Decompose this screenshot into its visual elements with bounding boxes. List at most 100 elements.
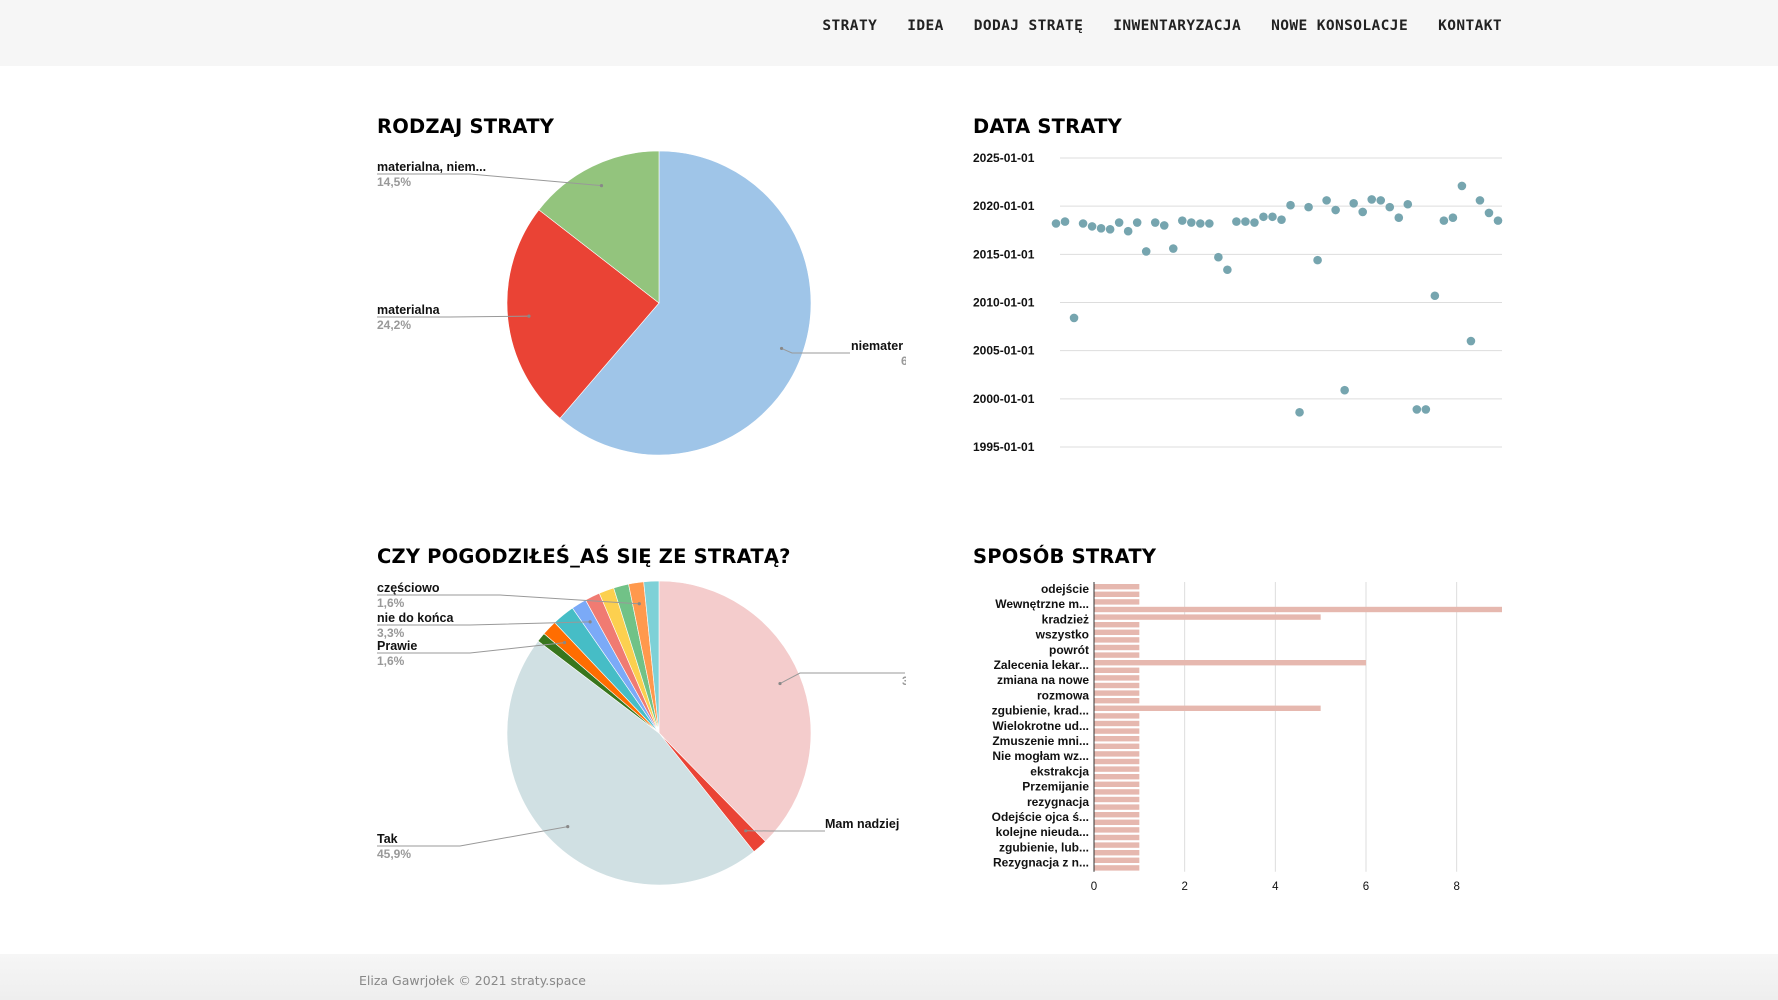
data-point-8[interactable] (1123, 226, 1133, 236)
data-point-12[interactable] (1159, 221, 1169, 230)
sposob-bar-5[interactable] (1094, 622, 1140, 628)
data-point-7[interactable] (1114, 218, 1124, 227)
data-point-15[interactable] (1187, 218, 1196, 227)
data-point-25[interactable] (1277, 215, 1286, 224)
data-point-5[interactable] (1096, 224, 1106, 233)
data-point-10[interactable] (1141, 247, 1151, 256)
data-point-0[interactable] (1051, 219, 1061, 228)
pogodziles-slice-11[interactable] (643, 580, 660, 734)
data-point-11[interactable] (1150, 218, 1160, 227)
data-point-3[interactable] (1078, 219, 1088, 228)
data-point-47[interactable] (1475, 196, 1485, 205)
data-point-34[interactable] (1358, 207, 1367, 217)
sposob-bar-6[interactable] (1094, 629, 1140, 635)
pogodziles-slice-0[interactable] (658, 580, 812, 842)
sposob-bar-22[interactable] (1094, 751, 1140, 757)
data-point-9[interactable] (1132, 218, 1142, 227)
sposob-bar-18[interactable] (1094, 720, 1140, 727)
sposob-bar-27[interactable] (1094, 789, 1140, 795)
sposob-bar-2[interactable] (1094, 599, 1140, 605)
data-point-39[interactable] (1403, 199, 1413, 209)
nav-link-dodaj-strate[interactable]: DODAJ STRATĘ (973, 18, 1084, 34)
sposob-bar-14[interactable] (1094, 690, 1140, 696)
sposob-bar-20[interactable] (1094, 736, 1140, 742)
data-point-13[interactable] (1168, 244, 1178, 253)
data-point-49[interactable] (1493, 216, 1503, 225)
sposob-bar-32[interactable] (1094, 827, 1140, 833)
sposob-bar-3[interactable] (1094, 606, 1502, 613)
nav-link-straty[interactable]: STRATY (822, 18, 878, 34)
sposob-bar-34[interactable] (1094, 842, 1140, 848)
data-point-22[interactable] (1250, 218, 1259, 227)
sposob-bar-31[interactable] (1094, 819, 1140, 825)
sposob-bar-29[interactable] (1094, 804, 1140, 810)
sposob-bar-23[interactable] (1094, 758, 1140, 765)
sposob-bar-1[interactable] (1094, 591, 1140, 597)
sposob-bar-25[interactable] (1094, 774, 1140, 780)
data-point-35[interactable] (1367, 195, 1377, 204)
rodzaj-slice-1[interactable] (506, 209, 660, 419)
data-point-1[interactable] (1060, 217, 1070, 226)
sposob-bar-33[interactable] (1094, 834, 1140, 841)
nav-link-kontakt[interactable]: KONTAKT (1438, 18, 1502, 34)
data-point-43[interactable] (1439, 216, 1449, 225)
data-point-4[interactable] (1087, 222, 1097, 231)
data-point-38[interactable] (1394, 213, 1404, 223)
sposob-bar-13[interactable] (1094, 682, 1140, 689)
rodzaj-slice-2[interactable] (538, 150, 660, 304)
data-point-20[interactable] (1232, 217, 1241, 226)
sposob-bar-26[interactable] (1094, 781, 1140, 787)
data-point-45[interactable] (1457, 181, 1467, 191)
data-point-27[interactable] (1295, 408, 1304, 417)
rodzaj-slice-0[interactable] (559, 150, 812, 456)
sposob-bar-7[interactable] (1094, 637, 1140, 643)
sposob-bar-4[interactable] (1094, 614, 1321, 620)
data-point-26[interactable] (1286, 200, 1295, 210)
sposob-bar-11[interactable] (1094, 667, 1140, 673)
data-point-23[interactable] (1259, 212, 1268, 222)
data-point-18[interactable] (1214, 252, 1223, 262)
sposob-bar-19[interactable] (1094, 728, 1140, 734)
data-point-24[interactable] (1268, 212, 1277, 222)
data-point-19[interactable] (1223, 265, 1232, 275)
sposob-bar-12[interactable] (1094, 675, 1140, 681)
data-point-2[interactable] (1069, 313, 1079, 323)
data-point-33[interactable] (1349, 198, 1358, 208)
sposob-bar-8[interactable] (1094, 644, 1140, 651)
data-point-6[interactable] (1105, 224, 1115, 234)
data-point-28[interactable] (1304, 202, 1313, 212)
data-point-40[interactable] (1412, 405, 1422, 414)
sposob-bar-28[interactable] (1094, 796, 1140, 803)
sposob-bar-37[interactable] (1094, 865, 1140, 871)
sposob-bar-30[interactable] (1094, 812, 1140, 818)
sposob-bar-15[interactable] (1094, 698, 1140, 704)
data-point-29[interactable] (1313, 255, 1322, 265)
sposob-bar-0[interactable] (1094, 584, 1140, 590)
data-point-16[interactable] (1196, 219, 1205, 228)
sposob-bar-17[interactable] (1094, 713, 1140, 719)
data-point-48[interactable] (1484, 208, 1494, 218)
data-point-21[interactable] (1241, 217, 1250, 226)
sposob-bar-36[interactable] (1094, 857, 1140, 863)
data-point-46[interactable] (1466, 336, 1476, 346)
data-point-14[interactable] (1177, 216, 1187, 225)
data-point-44[interactable] (1448, 213, 1458, 223)
data-point-30[interactable] (1322, 196, 1331, 205)
sposob-bar-21[interactable] (1094, 743, 1140, 749)
sposob-bar-9[interactable] (1094, 652, 1140, 658)
nav-link-inwentaryzacja[interactable]: INWENTARYZACJA (1113, 18, 1242, 34)
sposob-bar-24[interactable] (1094, 766, 1140, 772)
nav-link-idea[interactable]: IDEA (907, 18, 944, 34)
data-point-41[interactable] (1421, 405, 1431, 414)
sposob-bar-10[interactable] (1094, 660, 1366, 666)
data-point-37[interactable] (1385, 202, 1395, 212)
pogodziles-slice-2[interactable] (506, 640, 755, 886)
data-point-36[interactable] (1376, 196, 1386, 205)
data-point-31[interactable] (1331, 205, 1340, 215)
data-point-32[interactable] (1340, 385, 1349, 395)
data-point-17[interactable] (1205, 219, 1214, 228)
sposob-bar-16[interactable] (1094, 705, 1321, 711)
data-point-42[interactable] (1430, 291, 1440, 301)
nav-link-nowe-konsolacje[interactable]: NOWE KONSOLACJE (1271, 18, 1409, 34)
sposob-bar-35[interactable] (1094, 850, 1140, 856)
